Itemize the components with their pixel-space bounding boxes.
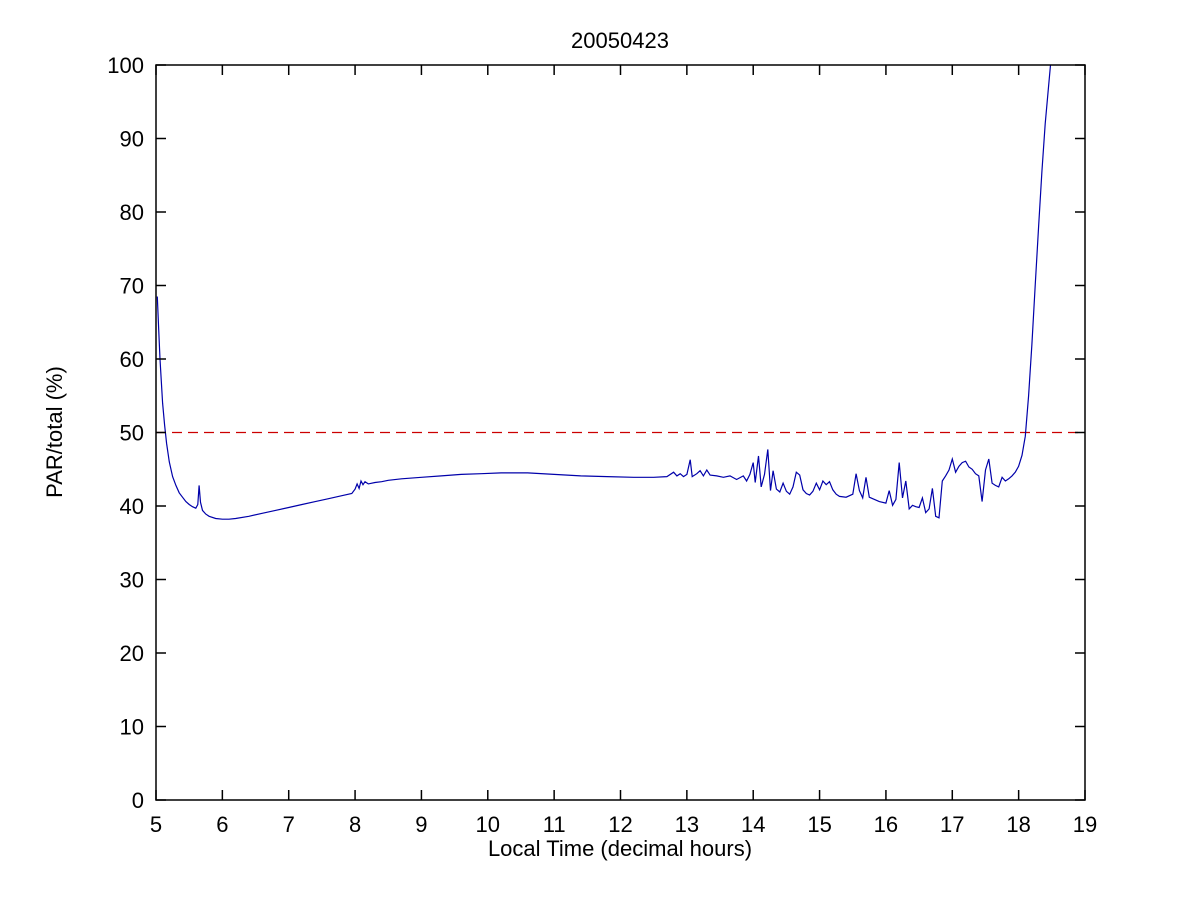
x-tick-label: 16 xyxy=(874,812,898,837)
y-tick-label: 10 xyxy=(120,715,144,740)
x-tick-label: 8 xyxy=(349,812,361,837)
y-tick-label: 90 xyxy=(120,127,144,152)
x-tick-label: 18 xyxy=(1006,812,1030,837)
x-tick-label: 13 xyxy=(675,812,699,837)
series-par-total-ratio xyxy=(156,64,1052,520)
x-tick-label: 17 xyxy=(940,812,964,837)
x-tick-label: 12 xyxy=(608,812,632,837)
y-tick-label: 20 xyxy=(120,641,144,666)
y-axis-label: PAR/total (%) xyxy=(42,366,67,498)
x-tick-label: 11 xyxy=(543,812,566,837)
x-tick-label: 5 xyxy=(150,812,162,837)
y-tick-label: 50 xyxy=(120,421,144,446)
y-tick-label: 70 xyxy=(120,274,144,299)
y-tick-label: 30 xyxy=(120,568,144,593)
x-tick-label: 10 xyxy=(476,812,500,837)
x-tick-label: 19 xyxy=(1073,812,1097,837)
x-tick-label: 9 xyxy=(415,812,427,837)
x-tick-label: 15 xyxy=(807,812,831,837)
y-tick-label: 40 xyxy=(120,494,144,519)
x-tick-label: 6 xyxy=(216,812,228,837)
x-tick-label: 7 xyxy=(283,812,295,837)
x-axis-label: Local Time (decimal hours) xyxy=(488,836,752,861)
y-tick-label: 60 xyxy=(120,347,144,372)
x-tick-label: 14 xyxy=(741,812,765,837)
chart-title: 20050423 xyxy=(571,28,669,53)
y-tick-label: 100 xyxy=(107,53,144,78)
y-tick-label: 0 xyxy=(132,788,144,813)
y-tick-label: 80 xyxy=(120,200,144,225)
